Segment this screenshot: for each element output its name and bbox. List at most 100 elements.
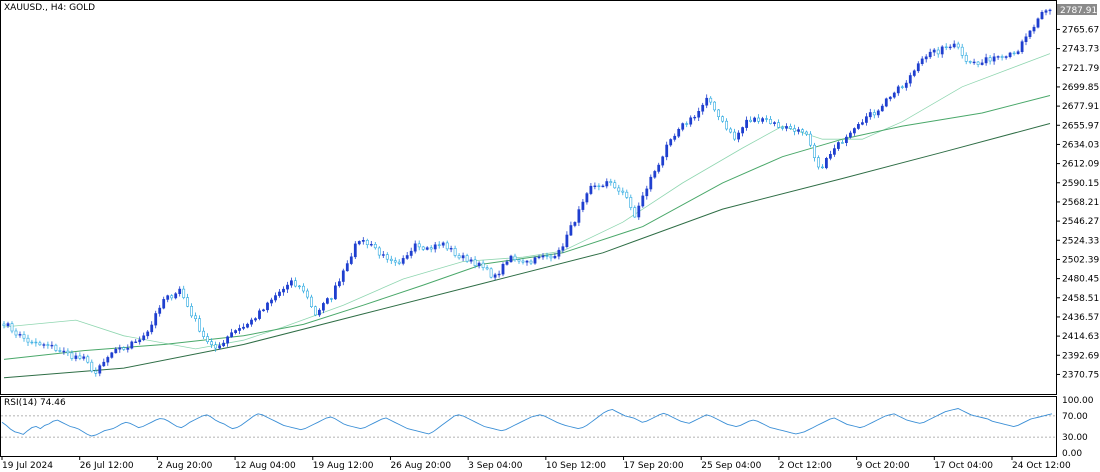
candle-body [222,342,226,347]
candle-body [533,257,537,264]
candle [860,119,864,126]
candle-body [381,254,385,256]
candle-body [916,63,920,72]
candle [645,185,649,200]
candle [549,253,553,262]
candle [409,247,413,259]
candle-body [26,337,30,343]
candle [908,72,912,87]
candle-body [549,255,553,259]
candle-body [210,341,214,346]
candle-body [928,51,932,58]
candle [142,332,146,342]
candle [661,155,665,168]
candle [22,331,26,342]
price-axis: 2765.67 2743.73 2721.79 2699.85 2677.91 2655.… [1056,4,1099,380]
candle [533,256,537,265]
candle [270,297,273,307]
candle [585,192,589,205]
candle-body [385,254,389,260]
candle-body [62,350,66,353]
candle [537,254,541,260]
rsi-indicator: 100.00 70.00 30.00 0.00 [1,396,1094,459]
candle [250,317,253,327]
candle [301,283,305,294]
candle [182,285,186,300]
candle-body [757,117,761,122]
time-tick-label: 17 Sep 20:00 [624,461,684,471]
price-tick-label: 2765.67 [1062,25,1099,35]
price-tick-label: 2458.51 [1062,294,1099,304]
candle [397,259,401,266]
candle [697,107,701,121]
candle [701,102,705,115]
candle [170,294,174,301]
candle [50,341,54,349]
candle-body [645,188,649,197]
candle [529,259,533,265]
candle [1044,9,1048,16]
candle-body [653,171,657,178]
candle-body [844,136,848,144]
candle [593,182,597,190]
candle [234,329,238,335]
candle-body [22,334,26,339]
candle-body [66,350,70,354]
candle-body [170,295,174,299]
price-tick-label: 2655.97 [1062,121,1099,131]
time-tick-label: 2 Aug 20:00 [157,461,212,471]
candle [214,341,218,352]
candle [980,59,984,66]
candle [729,127,733,134]
time-tick-label: 26 Jul 12:00 [80,461,134,471]
candle-body [741,127,745,134]
candle [689,115,693,127]
candle-body [832,148,836,155]
candle-body [609,181,613,184]
candle-body [401,258,405,264]
candle [126,344,130,353]
candle-body [409,250,413,256]
candle-body [130,341,134,349]
candle-body [613,182,617,189]
candle [789,123,792,130]
candle-body [377,247,381,256]
candle-body [353,243,357,258]
candle [441,241,445,248]
candle-body [797,129,800,132]
candle [62,347,66,355]
candle [892,91,896,99]
candle [82,353,86,361]
candle-body [317,309,321,316]
candle [505,259,509,266]
candle-body [805,131,808,135]
candle-body [405,255,409,259]
time-tick-label: 3 Sep 04:00 [468,461,523,471]
candle [836,141,840,151]
candle-body [924,56,928,60]
candle-body [389,258,393,261]
candle-body [992,56,996,62]
candle [685,121,689,128]
price-tick-label: 2502.39 [1062,255,1099,265]
candle-body [469,259,473,262]
candle [617,184,621,195]
candle [461,252,465,262]
candle-body [345,263,349,272]
candle-body [2,323,6,327]
candle-body [641,195,645,207]
candle-body [884,98,888,107]
candle-body [597,185,601,187]
candle-body [824,158,828,169]
candle-body [1020,41,1024,53]
candle [86,354,90,364]
candle-body [581,201,585,210]
candle-body [230,332,234,338]
candle-body [393,260,397,263]
candle [820,164,824,169]
candle-body [278,291,281,296]
candle [928,48,932,59]
candle-body [517,259,521,262]
candle-body [174,293,178,299]
time-tick-label: 9 Oct 20:00 [857,461,910,471]
